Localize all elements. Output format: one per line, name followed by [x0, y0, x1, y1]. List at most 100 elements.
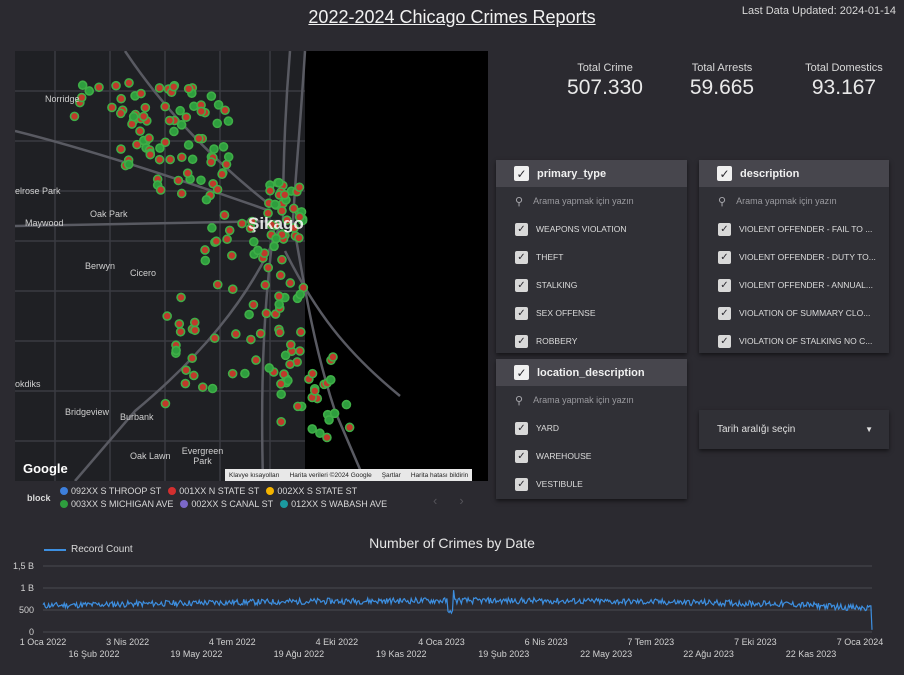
crime-point[interactable]	[251, 355, 261, 365]
legend-item[interactable]: 003XX S MICHIGAN AVE	[60, 499, 173, 509]
crime-point[interactable]	[246, 334, 256, 345]
crime-point[interactable]	[231, 329, 241, 339]
crime-point[interactable]	[289, 223, 299, 233]
crime-point[interactable]	[341, 399, 352, 410]
crime-point[interactable]	[128, 111, 139, 122]
crime-point[interactable]	[269, 241, 279, 252]
crime-point[interactable]	[173, 175, 184, 186]
crime-point[interactable]	[307, 368, 318, 379]
check-icon[interactable]: ✓	[515, 306, 528, 320]
crime-point[interactable]	[217, 169, 227, 180]
check-icon[interactable]: ✓	[718, 334, 731, 348]
check-icon[interactable]: ✓	[515, 449, 528, 463]
crime-point[interactable]	[154, 83, 165, 93]
crime-point[interactable]	[296, 327, 306, 337]
crime-point[interactable]	[77, 80, 88, 91]
crime-point[interactable]	[116, 144, 126, 154]
crime-point[interactable]	[175, 326, 186, 337]
crime-point[interactable]	[307, 424, 318, 434]
crime-point[interactable]	[164, 115, 175, 126]
check-icon[interactable]: ✓	[514, 166, 529, 181]
crime-map[interactable]: Norridge Oak Park Maywood Berwyn Cicero …	[15, 51, 488, 481]
crime-point[interactable]	[227, 368, 238, 379]
crime-point[interactable]	[171, 345, 181, 356]
legend-item[interactable]: 002XX S CANAL ST	[180, 499, 273, 509]
crime-point[interactable]	[309, 386, 320, 396]
filter-option[interactable]: ✓ ROBBERY	[496, 327, 687, 355]
crime-point[interactable]	[248, 299, 259, 310]
crime-point[interactable]	[200, 245, 210, 255]
filter-search-input[interactable]: ⚲ Arama yapmak için yazın	[718, 195, 837, 208]
crime-point[interactable]	[187, 353, 198, 364]
legend-item[interactable]: 012XX S WABASH AVE	[280, 499, 387, 509]
crime-point[interactable]	[223, 152, 234, 162]
crime-point[interactable]	[295, 346, 305, 356]
check-icon[interactable]: ✓	[515, 222, 528, 236]
filter-option[interactable]: ✓ VIOLENT OFFENDER - ANNUAL...	[699, 271, 889, 299]
crime-point[interactable]	[324, 415, 334, 425]
crime-point[interactable]	[277, 206, 287, 216]
crime-point[interactable]	[69, 111, 80, 122]
crime-point[interactable]	[154, 154, 165, 165]
filter-option[interactable]: ✓ VIOLATION OF STALKING NO C...	[699, 327, 889, 355]
filter-search-input[interactable]: ⚲ Arama yapmak için yazın	[515, 394, 634, 407]
chevron-left-icon[interactable]: ‹	[433, 493, 438, 508]
crime-point[interactable]	[168, 81, 179, 92]
crime-point[interactable]	[277, 254, 287, 265]
crime-point[interactable]	[315, 428, 325, 439]
filter-header[interactable]: ✓ location_description	[496, 359, 687, 386]
check-icon[interactable]: ✓	[718, 306, 731, 320]
chevron-right-icon[interactable]: ›	[459, 493, 464, 508]
check-icon[interactable]: ✓	[718, 222, 731, 236]
filter-option[interactable]: ✓ WEAPONS VIOLATION	[496, 215, 687, 243]
crime-point[interactable]	[160, 101, 170, 112]
filter-header[interactable]: ✓ primary_type	[496, 160, 687, 187]
crime-point[interactable]	[132, 139, 142, 150]
crime-point[interactable]	[212, 118, 223, 129]
crime-point[interactable]	[294, 182, 305, 193]
crime-point[interactable]	[279, 189, 290, 200]
crime-point[interactable]	[263, 208, 273, 219]
crime-point[interactable]	[176, 120, 187, 130]
crime-point[interactable]	[206, 91, 217, 101]
crime-point[interactable]	[160, 137, 171, 148]
crime-point[interactable]	[190, 325, 200, 336]
crime-point[interactable]	[206, 157, 216, 167]
crime-point[interactable]	[224, 225, 235, 236]
filter-option[interactable]: ✓ VIOLATION OF SUMMARY CLO...	[699, 299, 889, 327]
crime-point[interactable]	[209, 144, 219, 154]
crime-point[interactable]	[286, 339, 296, 350]
crime-point[interactable]	[177, 152, 187, 163]
crime-point[interactable]	[160, 398, 171, 409]
check-icon[interactable]: ✓	[717, 166, 732, 181]
crime-point[interactable]	[180, 378, 191, 389]
filter-option[interactable]: ✓ VIOLENT OFFENDER - FAIL TO ...	[699, 215, 889, 243]
crime-point[interactable]	[145, 149, 156, 160]
check-icon[interactable]: ✓	[515, 477, 528, 491]
crime-point[interactable]	[84, 86, 95, 96]
keyboard-shortcuts-link[interactable]: Klavye kısayolları	[229, 471, 280, 479]
filter-option[interactable]: ✓ YARD	[496, 414, 687, 442]
check-icon[interactable]: ✓	[718, 278, 731, 292]
crime-point[interactable]	[270, 199, 280, 210]
crime-point[interactable]	[237, 218, 247, 229]
crime-point[interactable]	[144, 133, 154, 144]
crime-point[interactable]	[240, 368, 250, 379]
crime-point[interactable]	[194, 133, 204, 144]
crime-point[interactable]	[218, 141, 229, 152]
crime-point[interactable]	[274, 299, 284, 310]
crime-point[interactable]	[274, 327, 285, 338]
crime-point[interactable]	[285, 278, 296, 288]
filter-header[interactable]: ✓ description	[699, 160, 889, 187]
crime-point[interactable]	[124, 78, 134, 88]
crime-point[interactable]	[116, 93, 126, 104]
crime-point[interactable]	[207, 223, 217, 233]
crime-point[interactable]	[197, 382, 208, 392]
crime-point[interactable]	[266, 219, 277, 230]
crime-point[interactable]	[123, 159, 134, 170]
crime-point[interactable]	[107, 102, 117, 113]
crime-point[interactable]	[322, 432, 332, 443]
filter-option[interactable]: ✓ VESTIBULE	[496, 470, 687, 498]
legend-item[interactable]: 001XX N STATE ST	[168, 486, 259, 496]
crime-point[interactable]	[189, 317, 200, 328]
